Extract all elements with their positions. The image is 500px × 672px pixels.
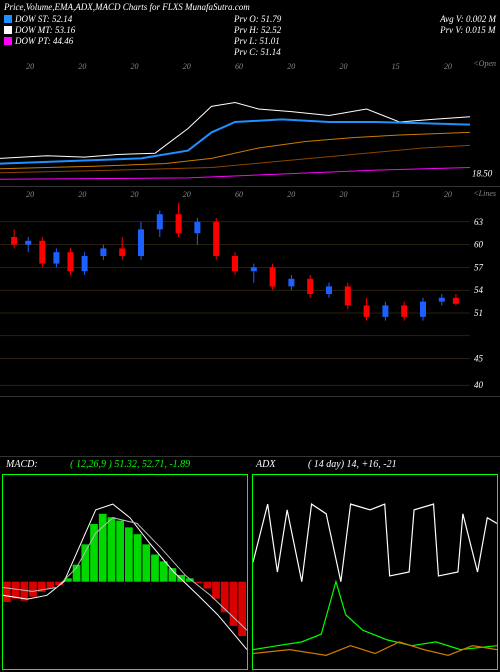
svg-text:20: 20 [444, 190, 452, 199]
svg-text:54: 54 [474, 285, 484, 295]
price-ema-panel: <Open 20 20 20 20 60 20 20 15 20 18.50 [0, 57, 500, 187]
svg-text:20: 20 [183, 62, 191, 71]
avg-column: Avg V: 0.002 M Prv V: 0.015 M [440, 14, 496, 57]
svg-text:63: 63 [474, 217, 484, 227]
macd-svg [3, 475, 247, 669]
legend-st: DOW ST: 52.14 [4, 14, 75, 24]
legend-pt-swatch [4, 37, 12, 45]
svg-text:20: 20 [78, 190, 86, 199]
indicator-titles: MACD: ( 12,26,9 ) 51.32, 52.71, -1.89 AD… [0, 457, 500, 472]
svg-text:60: 60 [235, 190, 243, 199]
adx-box [252, 474, 498, 670]
adx-params: ( 14 day) 14, +16, -21 [308, 459, 397, 470]
avg-v: Avg V: 0.002 M [440, 14, 496, 24]
svg-text:20: 20 [339, 62, 347, 71]
prev-c: Prv C: 51.14 [234, 47, 281, 57]
svg-text:20: 20 [131, 190, 139, 199]
prev-h: Prv H: 52.52 [234, 25, 281, 35]
spacer-panel [0, 397, 500, 457]
price-panel-label: <Open [473, 59, 496, 68]
legend-mt-label: DOW MT: 53.16 [15, 25, 75, 35]
macd-box [2, 474, 248, 670]
legend-mt-swatch [4, 26, 12, 34]
bottom-indicator-row [0, 472, 500, 672]
legend-mt: DOW MT: 53.16 [4, 25, 75, 35]
legend-pt: DOW PT: 44.46 [4, 36, 75, 46]
legend-column: DOW ST: 52.14 DOW MT: 53.16 DOW PT: 44.4… [4, 14, 75, 57]
svg-text:40: 40 [474, 380, 484, 390]
legend-pt-label: DOW PT: 44.46 [15, 36, 73, 46]
macd-params: ( 12,26,9 ) 51.32, 52.71, -1.89 [70, 459, 190, 470]
prv-v: Prv V: 0.015 M [440, 25, 496, 35]
top-info-bar: DOW ST: 52.14 DOW MT: 53.16 DOW PT: 44.4… [0, 14, 500, 57]
svg-text:20: 20 [183, 190, 191, 199]
svg-text:20: 20 [78, 62, 86, 71]
svg-text:57: 57 [474, 262, 484, 272]
svg-text:20: 20 [287, 62, 295, 71]
macd-title: MACD: [6, 459, 38, 470]
macd-title-row: MACD: ( 12,26,9 ) 51.32, 52.71, -1.89 [0, 457, 250, 472]
svg-text:15: 15 [392, 190, 400, 199]
legend-st-swatch [4, 15, 12, 23]
svg-text:15: 15 [392, 62, 400, 71]
candle-panel-label: <Lines [473, 189, 496, 198]
svg-text:18.50: 18.50 [472, 169, 493, 179]
adx-title-row: ADX ( 14 day) 14, +16, -21 [250, 457, 500, 472]
prev-o: Prv O: 51.79 [234, 14, 281, 24]
svg-text:20: 20 [26, 190, 34, 199]
svg-text:20: 20 [131, 62, 139, 71]
adx-svg [253, 475, 497, 669]
page-title: Price,Volume,EMA,ADX,MACD Charts for FLX… [0, 0, 500, 14]
svg-text:45: 45 [474, 354, 484, 364]
prev-column: Prv O: 51.79 Prv H: 52.52 Prv L: 51.01 P… [234, 14, 281, 57]
svg-text:20: 20 [287, 190, 295, 199]
svg-text:60: 60 [474, 240, 484, 250]
svg-text:51: 51 [474, 308, 483, 318]
svg-text:60: 60 [235, 62, 243, 71]
svg-text:20: 20 [339, 190, 347, 199]
prev-l: Prv L: 51.01 [234, 36, 281, 46]
price-svg: 20 20 20 20 60 20 20 15 20 18.50 [0, 57, 500, 187]
svg-text:20: 20 [444, 62, 452, 71]
candle-svg: 63 60 57 54 51 45 40 20 20 20 20 60 20 20 15 20 [0, 187, 500, 397]
adx-title: ADX [256, 459, 275, 470]
svg-text:20: 20 [26, 62, 34, 71]
legend-st-label: DOW ST: 52.14 [15, 14, 72, 24]
candlestick-panel: <Lines 63 60 57 54 51 45 40 20 20 20 20 60 20 20 15 20 [0, 187, 500, 397]
